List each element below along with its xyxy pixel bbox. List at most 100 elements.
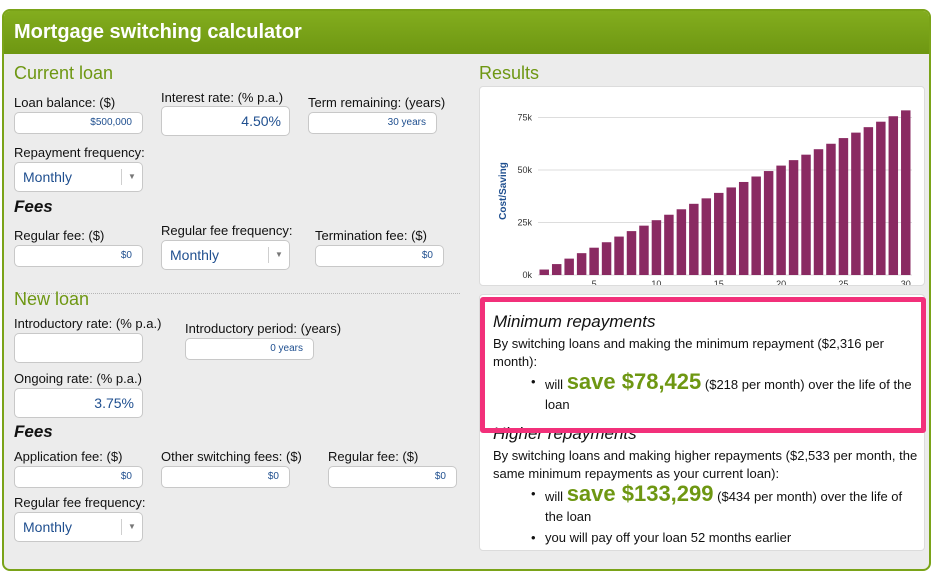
bar xyxy=(714,192,724,275)
other-switching-fees-input[interactable]: $0 xyxy=(161,466,290,488)
y-tick-label: 25k xyxy=(517,218,532,228)
introductory-rate-input[interactable] xyxy=(14,333,143,363)
bar xyxy=(576,253,587,275)
x-tick-label: 25 xyxy=(838,279,848,285)
bar xyxy=(826,143,836,275)
bar xyxy=(539,269,549,275)
introductory-period-label: Introductory period: (years) xyxy=(185,321,342,336)
chevron-down-icon: ▼ xyxy=(128,522,136,531)
bar xyxy=(664,214,674,275)
minimum-savings-bullet: will save $78,425 ($218 per month) over … xyxy=(531,369,920,415)
bar xyxy=(801,154,811,275)
repayment-frequency-select[interactable]: Monthly ▼ xyxy=(14,162,143,192)
new-regular-fee-frequency-select[interactable]: Monthly ▼ xyxy=(14,512,143,542)
bar xyxy=(726,187,736,275)
bar xyxy=(551,264,562,275)
x-tick-label: 15 xyxy=(714,279,724,285)
bar xyxy=(788,160,799,275)
bar xyxy=(888,116,899,276)
termination-fee-label: Termination fee: ($) xyxy=(315,228,427,243)
calculator-panel: Mortgage switching calculator Current lo… xyxy=(2,9,931,571)
higher-save-amount: save $133,299 xyxy=(566,481,714,506)
bar xyxy=(676,209,687,275)
ongoing-rate-input[interactable]: 3.75% xyxy=(14,388,143,418)
bar xyxy=(701,198,712,275)
select-divider xyxy=(121,519,122,535)
bar xyxy=(876,121,886,275)
loan-balance-input[interactable]: $500,000 xyxy=(14,112,143,134)
chevron-down-icon: ▼ xyxy=(128,172,136,181)
results-heading: Results xyxy=(479,63,540,83)
interest-rate-input[interactable]: 4.50% xyxy=(161,106,290,136)
select-divider xyxy=(121,169,122,185)
higher-earlier-bullet: you will pay off your loan 52 months ear… xyxy=(531,530,920,545)
y-tick-label: 0k xyxy=(522,270,532,280)
new-regular-fee-frequency-value: Monthly xyxy=(23,519,73,535)
minimum-repayments-heading: Minimum repayments xyxy=(493,312,656,331)
current-regular-fee-frequency-value: Monthly xyxy=(170,247,220,263)
new-regular-fee-label: Regular fee: ($) xyxy=(328,449,419,464)
bar xyxy=(763,171,774,275)
bar xyxy=(589,247,599,275)
bar xyxy=(738,181,749,275)
bar xyxy=(639,225,649,275)
higher-savings-bullet: will save $133,299 ($434 per month) over… xyxy=(531,481,920,527)
repayment-frequency-label: Repayment frequency: xyxy=(14,145,145,160)
bar xyxy=(863,127,874,275)
bar xyxy=(751,176,761,275)
current-regular-fee-frequency-select[interactable]: Monthly ▼ xyxy=(161,240,290,270)
x-tick-label: 20 xyxy=(776,279,786,285)
calculator-title: Mortgage switching calculator xyxy=(4,11,929,54)
bar xyxy=(651,220,662,275)
minimum-bullet-prefix: will xyxy=(545,377,564,392)
section-divider xyxy=(16,293,460,294)
new-regular-fee-frequency-label: Regular fee frequency: xyxy=(14,495,146,510)
introductory-period-input[interactable]: 0 years xyxy=(185,338,314,360)
bar xyxy=(901,110,911,275)
current-regular-fee-frequency-label: Regular fee frequency: xyxy=(161,223,293,238)
minimum-repayments-highlight xyxy=(480,297,926,433)
current-regular-fee-label: Regular fee: ($) xyxy=(14,228,105,243)
bar xyxy=(601,242,612,275)
y-tick-label: 75k xyxy=(517,113,532,123)
x-tick-label: 5 xyxy=(592,279,597,285)
application-fee-label: Application fee: ($) xyxy=(14,449,123,464)
minimum-repayments-intro: By switching loans and making the minimu… xyxy=(493,336,884,369)
ongoing-rate-label: Ongoing rate: (% p.a.) xyxy=(14,371,142,386)
termination-fee-input[interactable]: $0 xyxy=(315,245,444,267)
higher-bullet-prefix: will xyxy=(545,489,564,504)
bar xyxy=(614,236,624,275)
y-axis-label: Cost/Saving xyxy=(498,162,509,220)
current-fees-heading: Fees xyxy=(14,197,53,216)
other-switching-fees-label: Other switching fees: ($) xyxy=(161,449,302,464)
y-tick-label: 50k xyxy=(517,165,532,175)
minimum-save-amount: save $78,425 xyxy=(566,369,702,394)
repayment-frequency-value: Monthly xyxy=(23,169,73,185)
new-loan-heading: New loan xyxy=(14,289,90,309)
chart-svg: 0k25k50k75k51015202530YearsCost/Saving xyxy=(498,110,912,285)
bar xyxy=(689,203,699,275)
new-regular-fee-input[interactable]: $0 xyxy=(328,466,457,488)
results-chart: 0k25k50k75k51015202530YearsCost/Saving xyxy=(479,86,925,286)
current-regular-fee-input[interactable]: $0 xyxy=(14,245,143,267)
interest-rate-label: Interest rate: (% p.a.) xyxy=(161,90,284,105)
higher-bullet-suffix: ($434 per month) over the life of the lo… xyxy=(545,489,903,524)
x-tick-label: 30 xyxy=(901,279,911,285)
select-divider xyxy=(268,247,269,263)
current-loan-heading: Current loan xyxy=(14,63,114,83)
bar xyxy=(626,231,637,275)
term-remaining-label: Term remaining: (years) xyxy=(308,95,446,110)
bar xyxy=(813,149,824,275)
chevron-down-icon: ▼ xyxy=(275,250,283,259)
new-fees-heading: Fees xyxy=(14,422,53,441)
loan-balance-label: Loan balance: ($) xyxy=(14,95,116,110)
bar xyxy=(838,138,849,275)
bar xyxy=(776,165,786,275)
x-tick-label: 10 xyxy=(651,279,661,285)
bar xyxy=(564,258,574,275)
application-fee-input[interactable]: $0 xyxy=(14,466,143,488)
higher-repayments-intro: By switching loans and making higher rep… xyxy=(493,448,918,481)
minimum-bullet-suffix: ($218 per month) over the life of the lo… xyxy=(545,377,912,412)
bar xyxy=(851,132,861,275)
term-remaining-input[interactable]: 30 years xyxy=(308,112,437,134)
